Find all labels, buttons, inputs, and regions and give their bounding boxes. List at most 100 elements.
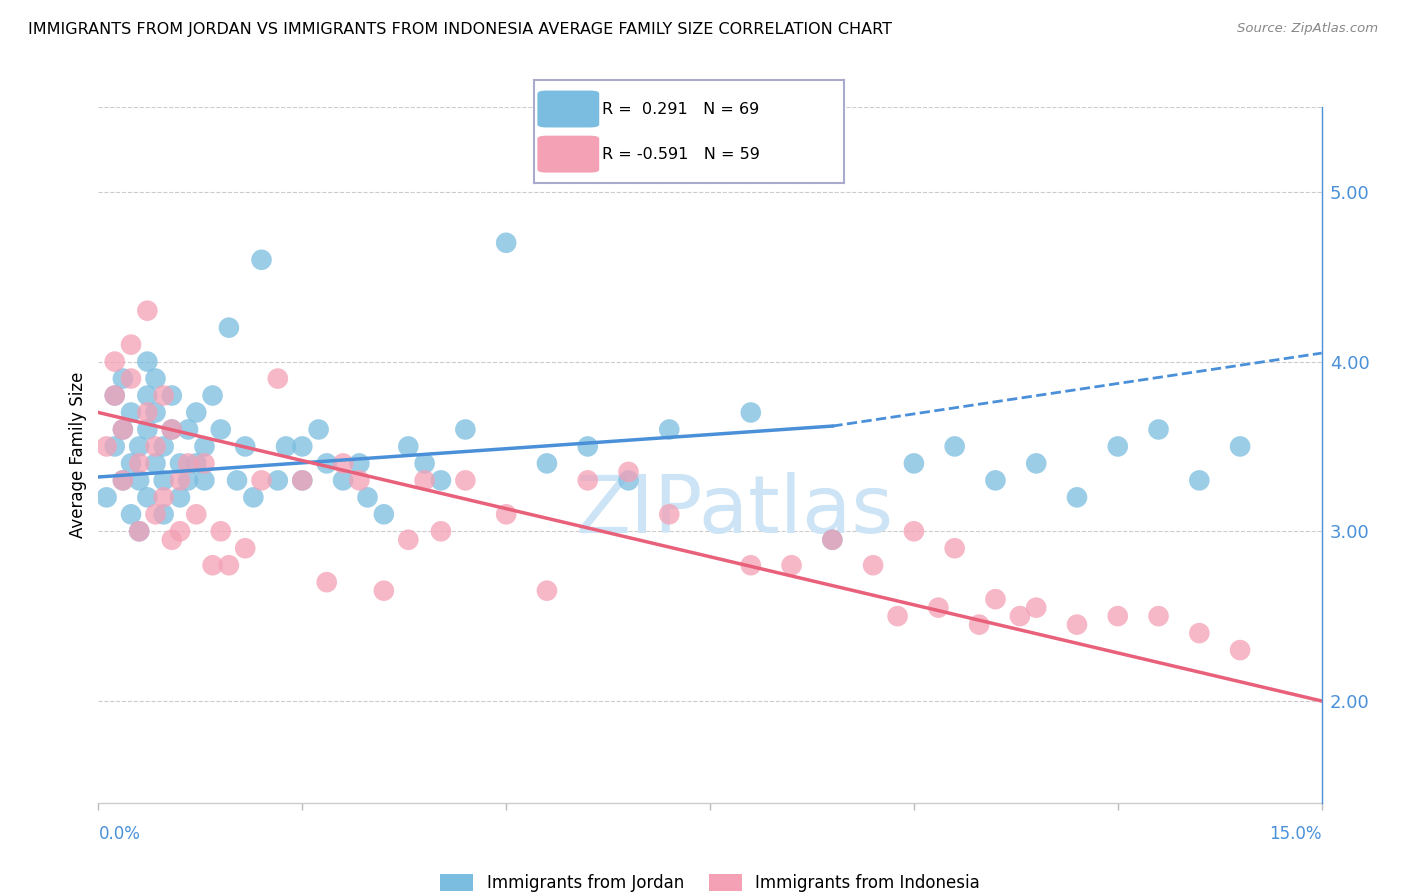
Point — [218, 320, 240, 334]
Point — [201, 558, 224, 573]
Point — [128, 457, 150, 471]
Point — [536, 457, 558, 471]
Point — [373, 508, 395, 522]
Point — [495, 508, 517, 522]
Point — [104, 439, 127, 453]
Point — [169, 474, 191, 488]
Point — [332, 474, 354, 488]
Point — [927, 600, 949, 615]
Point — [1107, 439, 1129, 453]
Point — [291, 474, 314, 488]
Point — [821, 533, 844, 547]
Point — [209, 422, 232, 436]
Point — [145, 457, 167, 471]
Point — [291, 439, 314, 453]
Point — [396, 533, 419, 547]
Point — [128, 439, 150, 453]
Point — [250, 474, 273, 488]
Point — [193, 439, 215, 453]
Point — [430, 474, 453, 488]
Point — [96, 491, 118, 505]
Point — [315, 457, 337, 471]
Point — [373, 583, 395, 598]
Point — [242, 491, 264, 505]
Point — [169, 457, 191, 471]
Text: ZIPatlas: ZIPatlas — [575, 472, 894, 549]
Text: R = -0.591   N = 59: R = -0.591 N = 59 — [602, 146, 761, 161]
Point — [984, 592, 1007, 607]
Point — [111, 422, 134, 436]
Point — [267, 474, 290, 488]
Point — [136, 491, 159, 505]
Point — [250, 252, 273, 267]
Point — [658, 422, 681, 436]
FancyBboxPatch shape — [537, 91, 599, 128]
Point — [274, 439, 297, 453]
Point — [332, 457, 354, 471]
Point — [967, 617, 990, 632]
Point — [308, 422, 330, 436]
Point — [136, 422, 159, 436]
Point — [152, 388, 174, 402]
Point — [169, 524, 191, 539]
Point — [136, 405, 159, 419]
Point — [233, 541, 256, 556]
Point — [1107, 609, 1129, 624]
Point — [186, 457, 208, 471]
Point — [821, 533, 844, 547]
Point — [454, 474, 477, 488]
Point — [1008, 609, 1031, 624]
Point — [152, 508, 174, 522]
Point — [145, 371, 167, 385]
Point — [886, 609, 908, 624]
Point — [145, 405, 167, 419]
Point — [903, 524, 925, 539]
Point — [413, 457, 436, 471]
Point — [1025, 457, 1047, 471]
FancyBboxPatch shape — [537, 136, 599, 173]
Point — [120, 508, 142, 522]
Point — [152, 439, 174, 453]
Point — [740, 405, 762, 419]
Point — [396, 439, 419, 453]
Point — [576, 474, 599, 488]
Point — [128, 524, 150, 539]
Point — [177, 422, 200, 436]
Point — [1229, 439, 1251, 453]
Point — [349, 457, 371, 471]
Point — [177, 457, 200, 471]
Point — [193, 457, 215, 471]
Point — [536, 583, 558, 598]
Point — [111, 474, 134, 488]
Point — [104, 388, 127, 402]
Point — [862, 558, 884, 573]
Point — [430, 524, 453, 539]
Point — [356, 491, 378, 505]
Point — [193, 474, 215, 488]
Point — [315, 575, 337, 590]
Point — [454, 422, 477, 436]
Point — [495, 235, 517, 250]
Point — [1066, 491, 1088, 505]
Point — [658, 508, 681, 522]
Point — [1188, 626, 1211, 640]
Point — [160, 422, 183, 436]
Legend: Immigrants from Jordan, Immigrants from Indonesia: Immigrants from Jordan, Immigrants from … — [440, 874, 980, 892]
Point — [1188, 474, 1211, 488]
Point — [349, 474, 371, 488]
Point — [120, 457, 142, 471]
Point — [96, 439, 118, 453]
Point — [160, 533, 183, 547]
Text: 0.0%: 0.0% — [98, 825, 141, 843]
Point — [218, 558, 240, 573]
Point — [209, 524, 232, 539]
Point — [104, 354, 127, 368]
Point — [291, 474, 314, 488]
Point — [136, 388, 159, 402]
Text: R =  0.291   N = 69: R = 0.291 N = 69 — [602, 102, 759, 117]
Point — [104, 388, 127, 402]
Point — [145, 508, 167, 522]
Y-axis label: Average Family Size: Average Family Size — [69, 372, 87, 538]
Point — [136, 303, 159, 318]
Point — [145, 439, 167, 453]
